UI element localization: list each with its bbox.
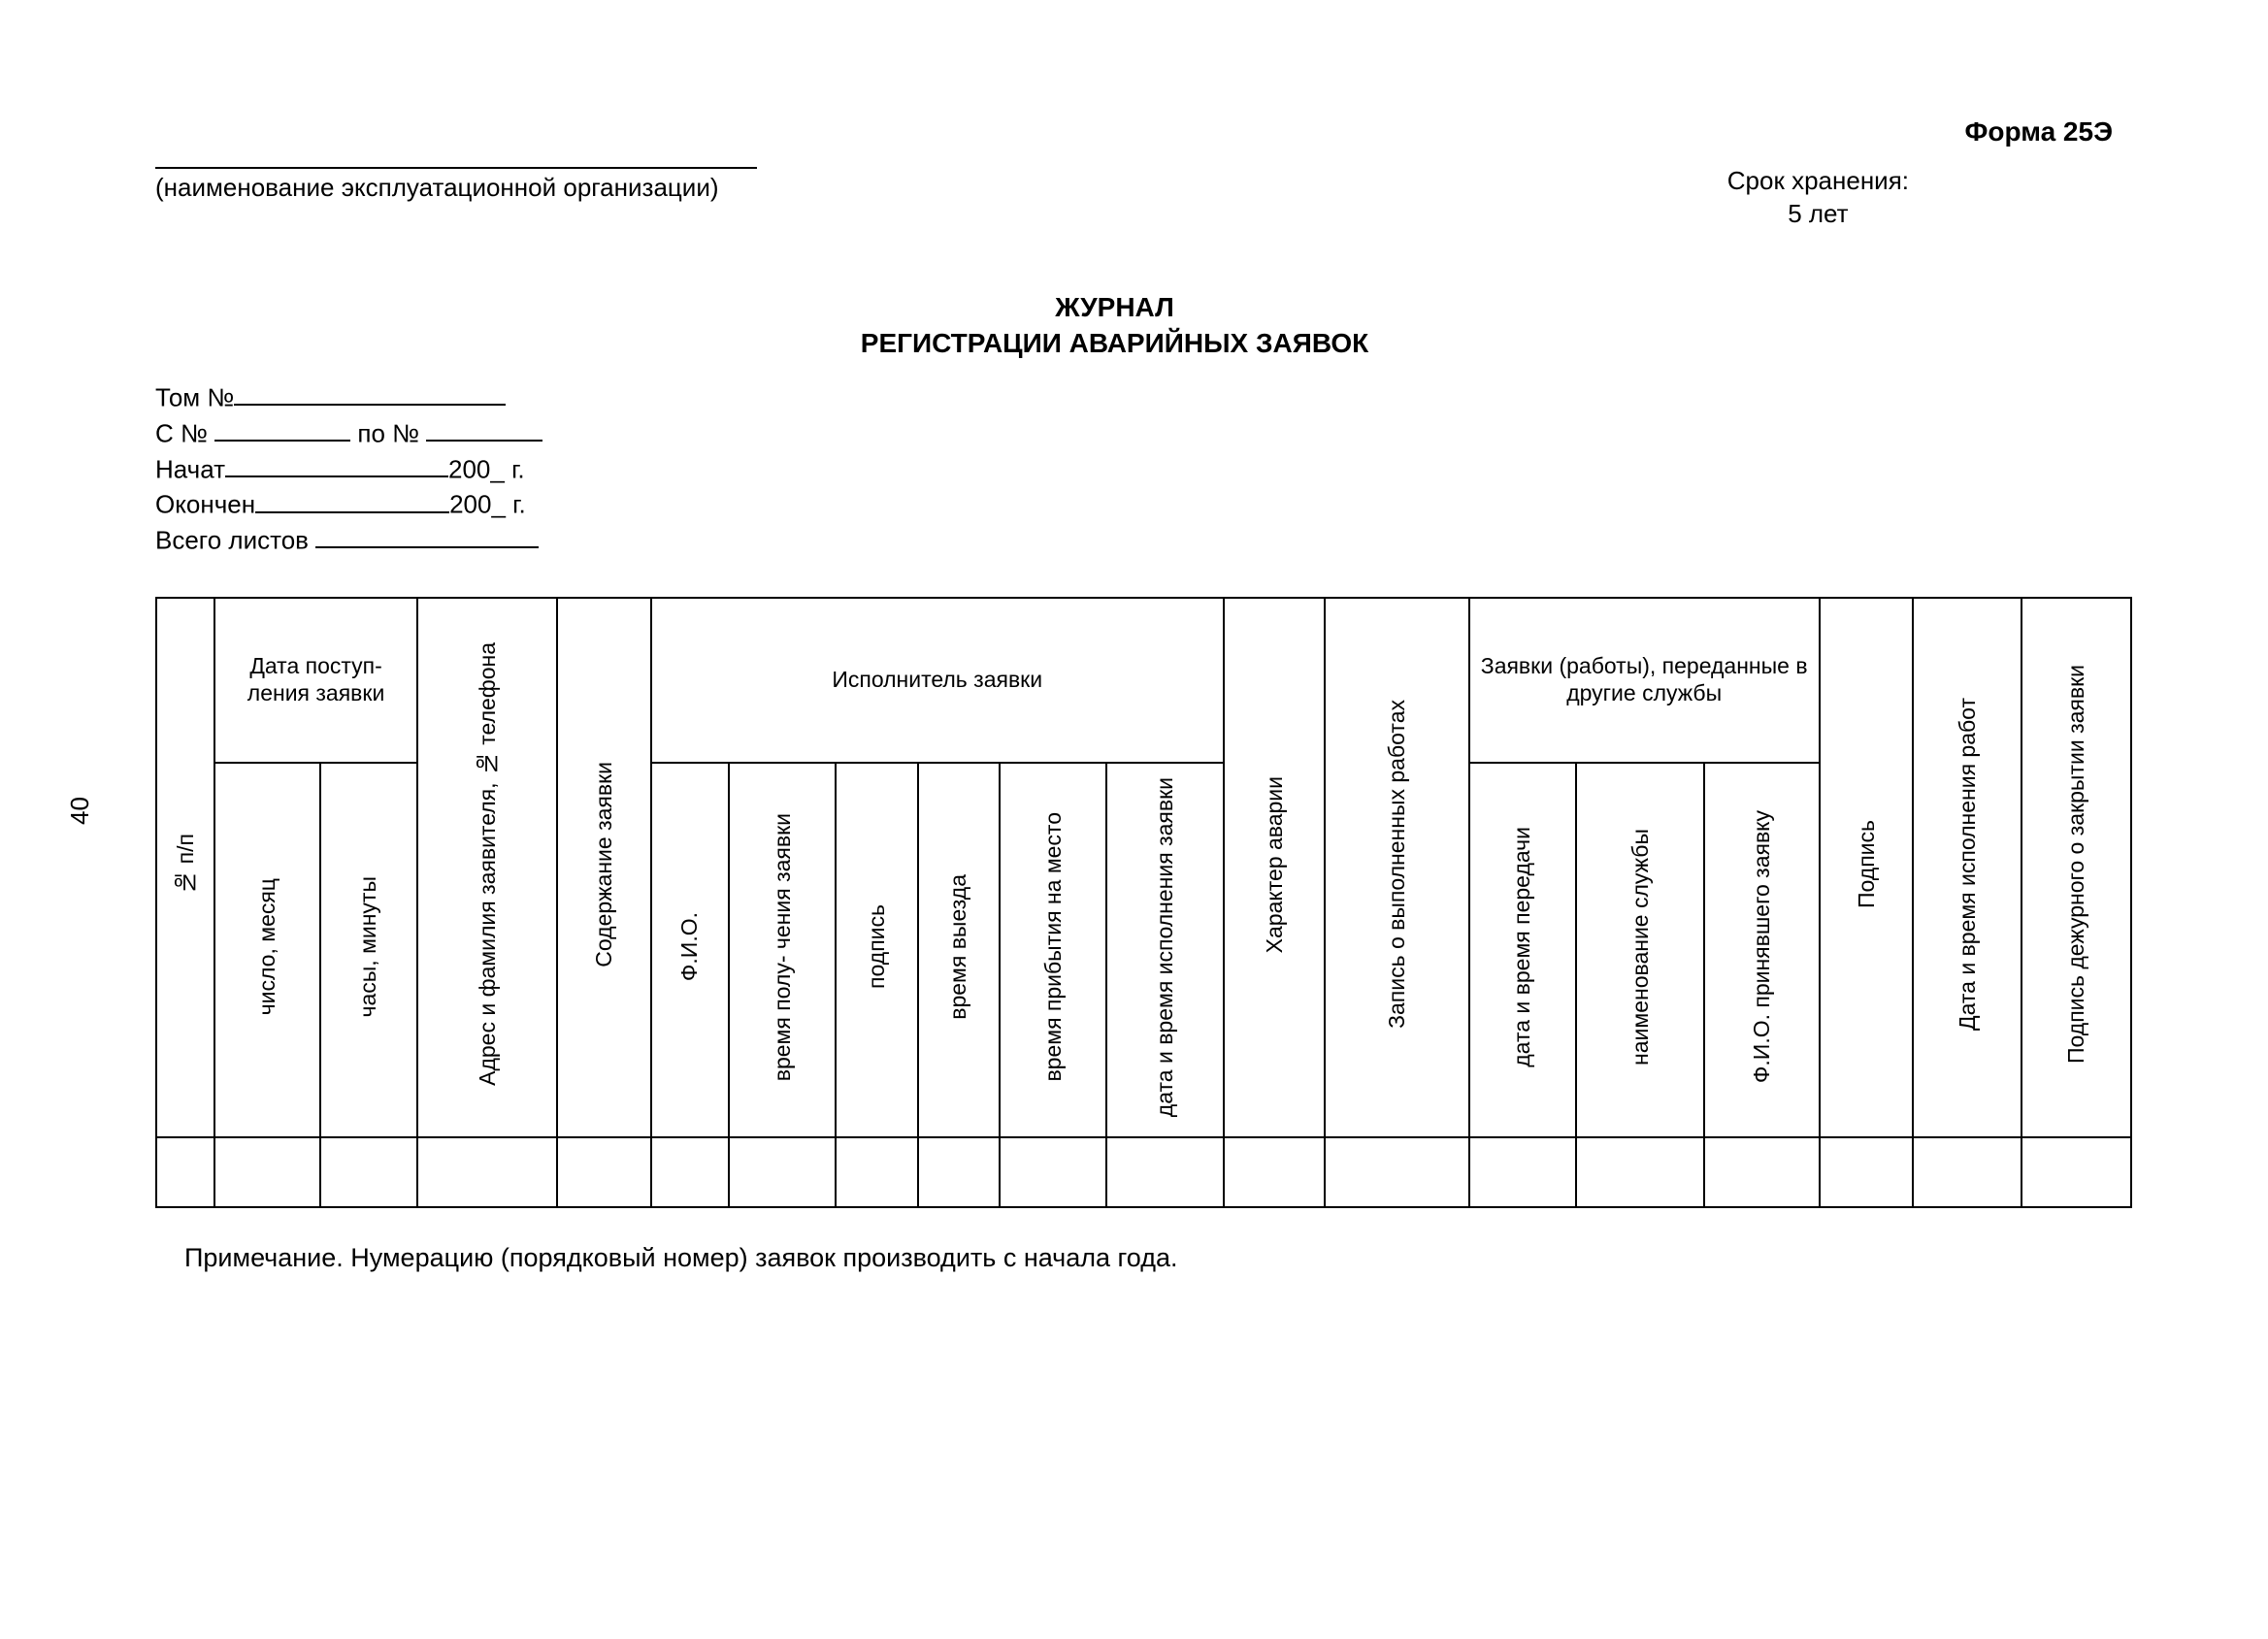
note-text: Нумерацию (порядковый номер) заявок прои… bbox=[350, 1243, 1177, 1272]
table-cell bbox=[1325, 1137, 1469, 1207]
ended-year: 200_ г. bbox=[449, 490, 526, 519]
table-cell bbox=[729, 1137, 836, 1207]
col-exec-fio: Ф.И.О. bbox=[651, 763, 729, 1138]
storage-period: Срок хранения: 5 лет bbox=[1727, 165, 1909, 231]
table-cell bbox=[651, 1137, 729, 1207]
meta-tom: Том № bbox=[155, 379, 2132, 415]
table-cell bbox=[1469, 1137, 1576, 1207]
table-cell bbox=[214, 1137, 319, 1207]
col-trans-when: дата и время передачи bbox=[1469, 763, 1576, 1138]
started-year: 200_ г. bbox=[448, 454, 525, 483]
table-cell bbox=[2021, 1137, 2131, 1207]
table-cell bbox=[1820, 1137, 1913, 1207]
col-trans-who: Ф.И.О. принявшего заявку bbox=[1704, 763, 1819, 1138]
form-table: № п/п Дата поступ- ления заявки Адрес и … bbox=[155, 597, 2132, 1209]
table-header-row-1: № п/п Дата поступ- ления заявки Адрес и … bbox=[156, 598, 2131, 763]
col-date-time: часы, минуты bbox=[320, 763, 417, 1138]
table-cell bbox=[1576, 1137, 1704, 1207]
table-cell bbox=[1704, 1137, 1819, 1207]
form-number: Форма 25Э bbox=[97, 116, 2132, 148]
tom-label: Том № bbox=[155, 382, 234, 411]
col-exec-datetime: Дата и время исполнения работ bbox=[1913, 598, 2021, 1138]
table-cell bbox=[1000, 1137, 1106, 1207]
col-duty-signature: Подпись дежурного о закрытии заявки bbox=[2021, 598, 2131, 1138]
sheets-label: Всего листов bbox=[155, 525, 309, 554]
col-trans-service: наименование службы bbox=[1576, 763, 1704, 1138]
title-line2: РЕГИСТРАЦИИ АВАРИЙНЫХ ЗАЯВОК bbox=[97, 325, 2132, 362]
col-transferred-group: Заявки (работы), переданные в другие слу… bbox=[1469, 598, 1820, 763]
title-line1: ЖУРНАЛ bbox=[97, 289, 2132, 326]
table-cell bbox=[320, 1137, 417, 1207]
started-label: Начат bbox=[155, 454, 225, 483]
col-address: Адрес и фамилия заявителя, № телефона bbox=[417, 598, 557, 1138]
table-cell bbox=[1106, 1137, 1223, 1207]
footnote: Примечание. Нумерацию (порядковый номер)… bbox=[184, 1243, 2132, 1273]
table-cell bbox=[1913, 1137, 2021, 1207]
storage-line2: 5 лет bbox=[1727, 198, 1909, 231]
col-signature: Подпись bbox=[1820, 598, 1913, 1138]
col-exec-done: дата и время исполнения заявки bbox=[1106, 763, 1223, 1138]
table-container: № п/п Дата поступ- ления заявки Адрес и … bbox=[155, 597, 2132, 1209]
meta-sheets: Всего листов bbox=[155, 522, 2132, 558]
meta-sno: С № по № bbox=[155, 415, 2132, 451]
col-exec-depart: время выезда bbox=[918, 763, 1000, 1138]
col-executor-group: Исполнитель заявки bbox=[651, 598, 1224, 763]
table-cell bbox=[918, 1137, 1000, 1207]
col-nature: Характер аварии bbox=[1224, 598, 1325, 1138]
table-body bbox=[156, 1137, 2131, 1207]
table-row bbox=[156, 1137, 2131, 1207]
meta-ended: Окончен 200_ г. bbox=[155, 486, 2132, 522]
col-exec-sign: подпись bbox=[836, 763, 917, 1138]
table-cell bbox=[417, 1137, 557, 1207]
col-record: Запись о выполненных работах bbox=[1325, 598, 1469, 1138]
table-cell bbox=[156, 1137, 214, 1207]
col-npp: № п/п bbox=[156, 598, 214, 1138]
sno-label: С № bbox=[155, 418, 208, 447]
table-cell bbox=[1224, 1137, 1325, 1207]
header-row: (наименование эксплуатационной организац… bbox=[97, 165, 2132, 231]
document-title: ЖУРНАЛ РЕГИСТРАЦИИ АВАРИЙНЫХ ЗАЯВОК bbox=[97, 289, 2132, 363]
col-content: Содержание заявки bbox=[557, 598, 650, 1138]
organization-caption: (наименование эксплуатационной организац… bbox=[155, 173, 757, 203]
note-label: Примечание. bbox=[184, 1243, 344, 1272]
page-number: 40 bbox=[65, 797, 95, 825]
pono-label: по № bbox=[357, 418, 419, 447]
table-cell bbox=[557, 1137, 650, 1207]
meta-block: Том № С № по № Начат 200_ г. Окончен 200_ … bbox=[155, 379, 2132, 557]
organization-name-line bbox=[155, 165, 757, 169]
meta-started: Начат 200_ г. bbox=[155, 451, 2132, 487]
table-cell bbox=[836, 1137, 917, 1207]
ended-label: Окончен bbox=[155, 490, 255, 519]
col-exec-arrive: время прибытия на место bbox=[1000, 763, 1106, 1138]
col-date-day: число, месяц bbox=[214, 763, 319, 1138]
organization-block: (наименование эксплуатационной организац… bbox=[155, 165, 757, 203]
col-exec-recv: время полу- чения заявки bbox=[729, 763, 836, 1138]
storage-line1: Срок хранения: bbox=[1727, 165, 1909, 198]
col-date-group: Дата поступ- ления заявки bbox=[214, 598, 417, 763]
